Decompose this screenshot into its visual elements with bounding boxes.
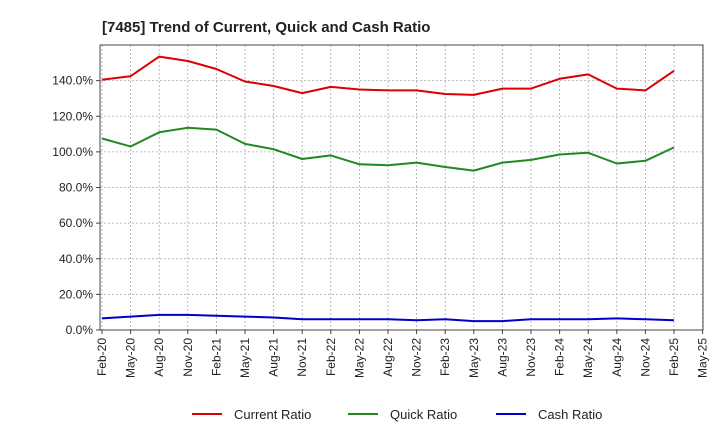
y-tick-label: 0.0%: [66, 323, 94, 337]
y-tick-label: 140.0%: [52, 74, 93, 88]
x-tick-label: May-20: [124, 338, 138, 378]
legend-label: Quick Ratio: [390, 407, 457, 422]
series-line-cash-ratio: [101, 313, 675, 323]
series-lines: [101, 55, 675, 323]
x-tick-label: Feb-24: [553, 338, 567, 376]
x-tick-label: May-24: [581, 338, 595, 378]
chart-title: [7485] Trend of Current, Quick and Cash …: [102, 19, 430, 36]
y-tick-label: 20.0%: [59, 287, 93, 301]
x-tick-label: Aug-24: [610, 338, 624, 377]
x-tick-label: May-23: [467, 338, 481, 378]
x-tick-label: May-25: [696, 338, 710, 378]
legend: Current Ratio Quick Ratio Cash Ratio: [192, 407, 602, 422]
series-line-quick-ratio: [101, 126, 675, 172]
x-tick-label: May-22: [352, 338, 366, 378]
grid-lines: [100, 45, 703, 331]
legend-label: Cash Ratio: [538, 407, 602, 422]
x-tick-label: Nov-23: [524, 338, 538, 377]
x-tick-label: Feb-20: [95, 338, 109, 376]
series-line-current-ratio: [101, 55, 675, 96]
x-tick-label: Aug-21: [267, 338, 281, 377]
y-tick-label: 80.0%: [59, 181, 93, 195]
legend-label: Current Ratio: [234, 407, 311, 422]
x-tick-label: Aug-20: [152, 338, 166, 377]
legend-item: Cash Ratio: [496, 407, 602, 422]
x-tick-label: Feb-25: [667, 338, 681, 376]
legend-item: Current Ratio: [192, 407, 311, 422]
x-tick-label: Feb-22: [324, 338, 338, 376]
x-tick-label: Nov-21: [295, 338, 309, 377]
y-tick-label: 100.0%: [52, 145, 93, 159]
y-tick-label: 120.0%: [52, 109, 93, 123]
x-tick-label: Aug-23: [495, 338, 509, 377]
x-tick-label: May-21: [238, 338, 252, 378]
y-axis-ticks: 0.0% 20.0% 40.0% 60.0% 80.0% 100.0% 120.0% 140.…: [52, 74, 100, 337]
x-tick-label: Aug-22: [381, 338, 395, 377]
y-tick-label: 40.0%: [59, 252, 93, 266]
x-tick-label: Feb-21: [209, 338, 223, 376]
y-tick-label: 60.0%: [59, 216, 93, 230]
x-tick-label: Nov-24: [638, 338, 652, 377]
x-tick-label: Feb-23: [438, 338, 452, 376]
x-tick-label: Nov-20: [181, 338, 195, 377]
legend-item: Quick Ratio: [348, 407, 457, 422]
x-tick-label: Nov-22: [410, 338, 424, 377]
x-axis-ticks: Feb-20 May-20 Aug-20 Nov-20 Feb-21 May-21 Aug-…: [95, 330, 710, 378]
